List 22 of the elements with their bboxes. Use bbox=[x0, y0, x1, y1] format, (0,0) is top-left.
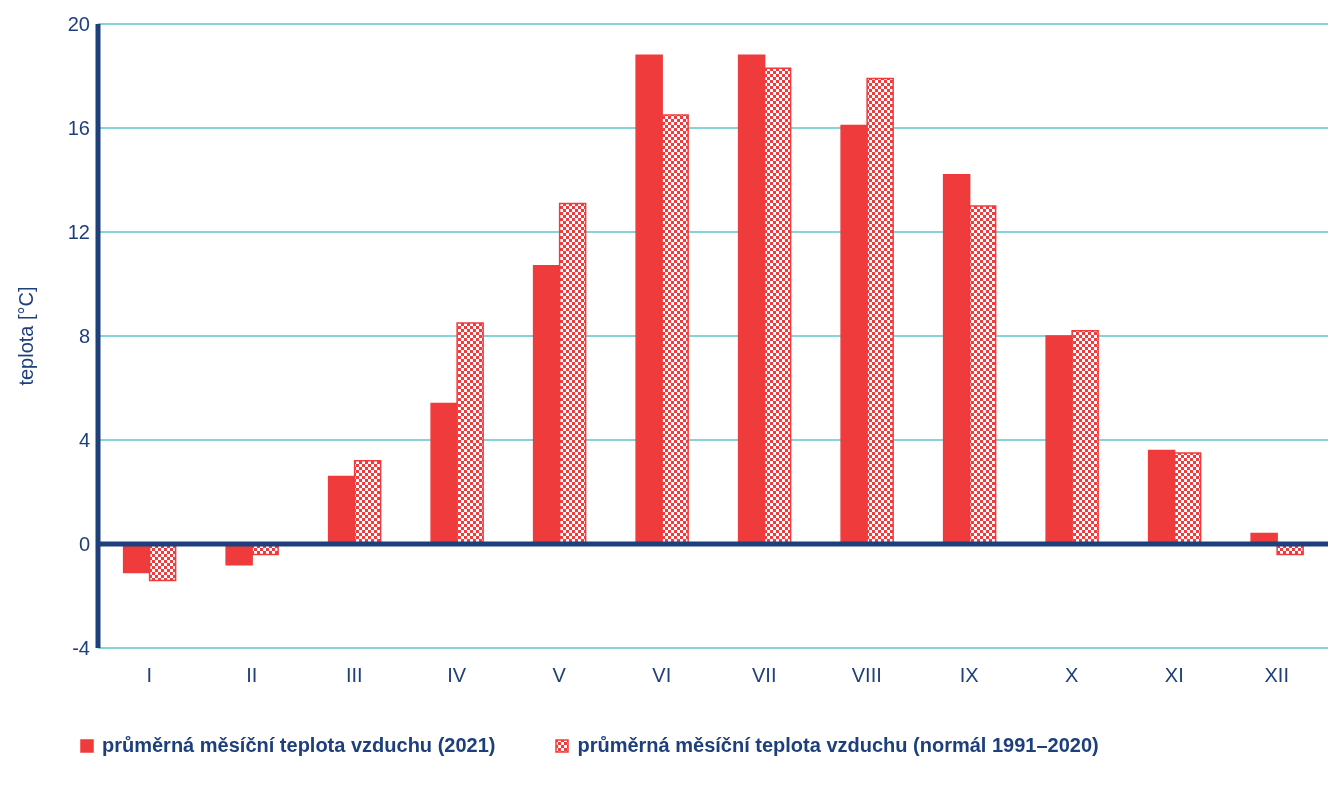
y-tick-label: 0 bbox=[78, 533, 90, 556]
y-tick-label: 20 bbox=[67, 13, 90, 36]
x-tick-label: X bbox=[1065, 664, 1079, 687]
y-tick-label: -4 bbox=[72, 637, 90, 660]
x-tick-label: VIII bbox=[851, 664, 882, 687]
x-tick-label: II bbox=[246, 664, 258, 687]
x-tick-label: XI bbox=[1164, 664, 1184, 687]
x-tick-label: III bbox=[345, 664, 363, 687]
y-tick-label: 16 bbox=[67, 117, 90, 140]
x-tick-label: IV bbox=[447, 664, 467, 687]
x-tick-label: VII bbox=[752, 664, 777, 687]
legend-label: průměrná měsíční teplota vzduchu (2021) bbox=[102, 734, 496, 757]
y-tick-label: 12 bbox=[67, 221, 90, 244]
y-axis-title: teplota [°C] bbox=[15, 286, 38, 386]
legend-label: průměrná měsíční teplota vzduchu (normál 1991–2020) bbox=[577, 734, 1099, 757]
x-tick-label: IX bbox=[959, 664, 979, 687]
y-tick-label: 8 bbox=[78, 325, 90, 348]
x-tick-label: VI bbox=[652, 664, 672, 687]
x-tick-label: XII bbox=[1264, 664, 1289, 687]
x-tick-label: I bbox=[146, 664, 153, 687]
x-tick-label: V bbox=[552, 664, 567, 687]
y-tick-label: 4 bbox=[78, 429, 90, 452]
